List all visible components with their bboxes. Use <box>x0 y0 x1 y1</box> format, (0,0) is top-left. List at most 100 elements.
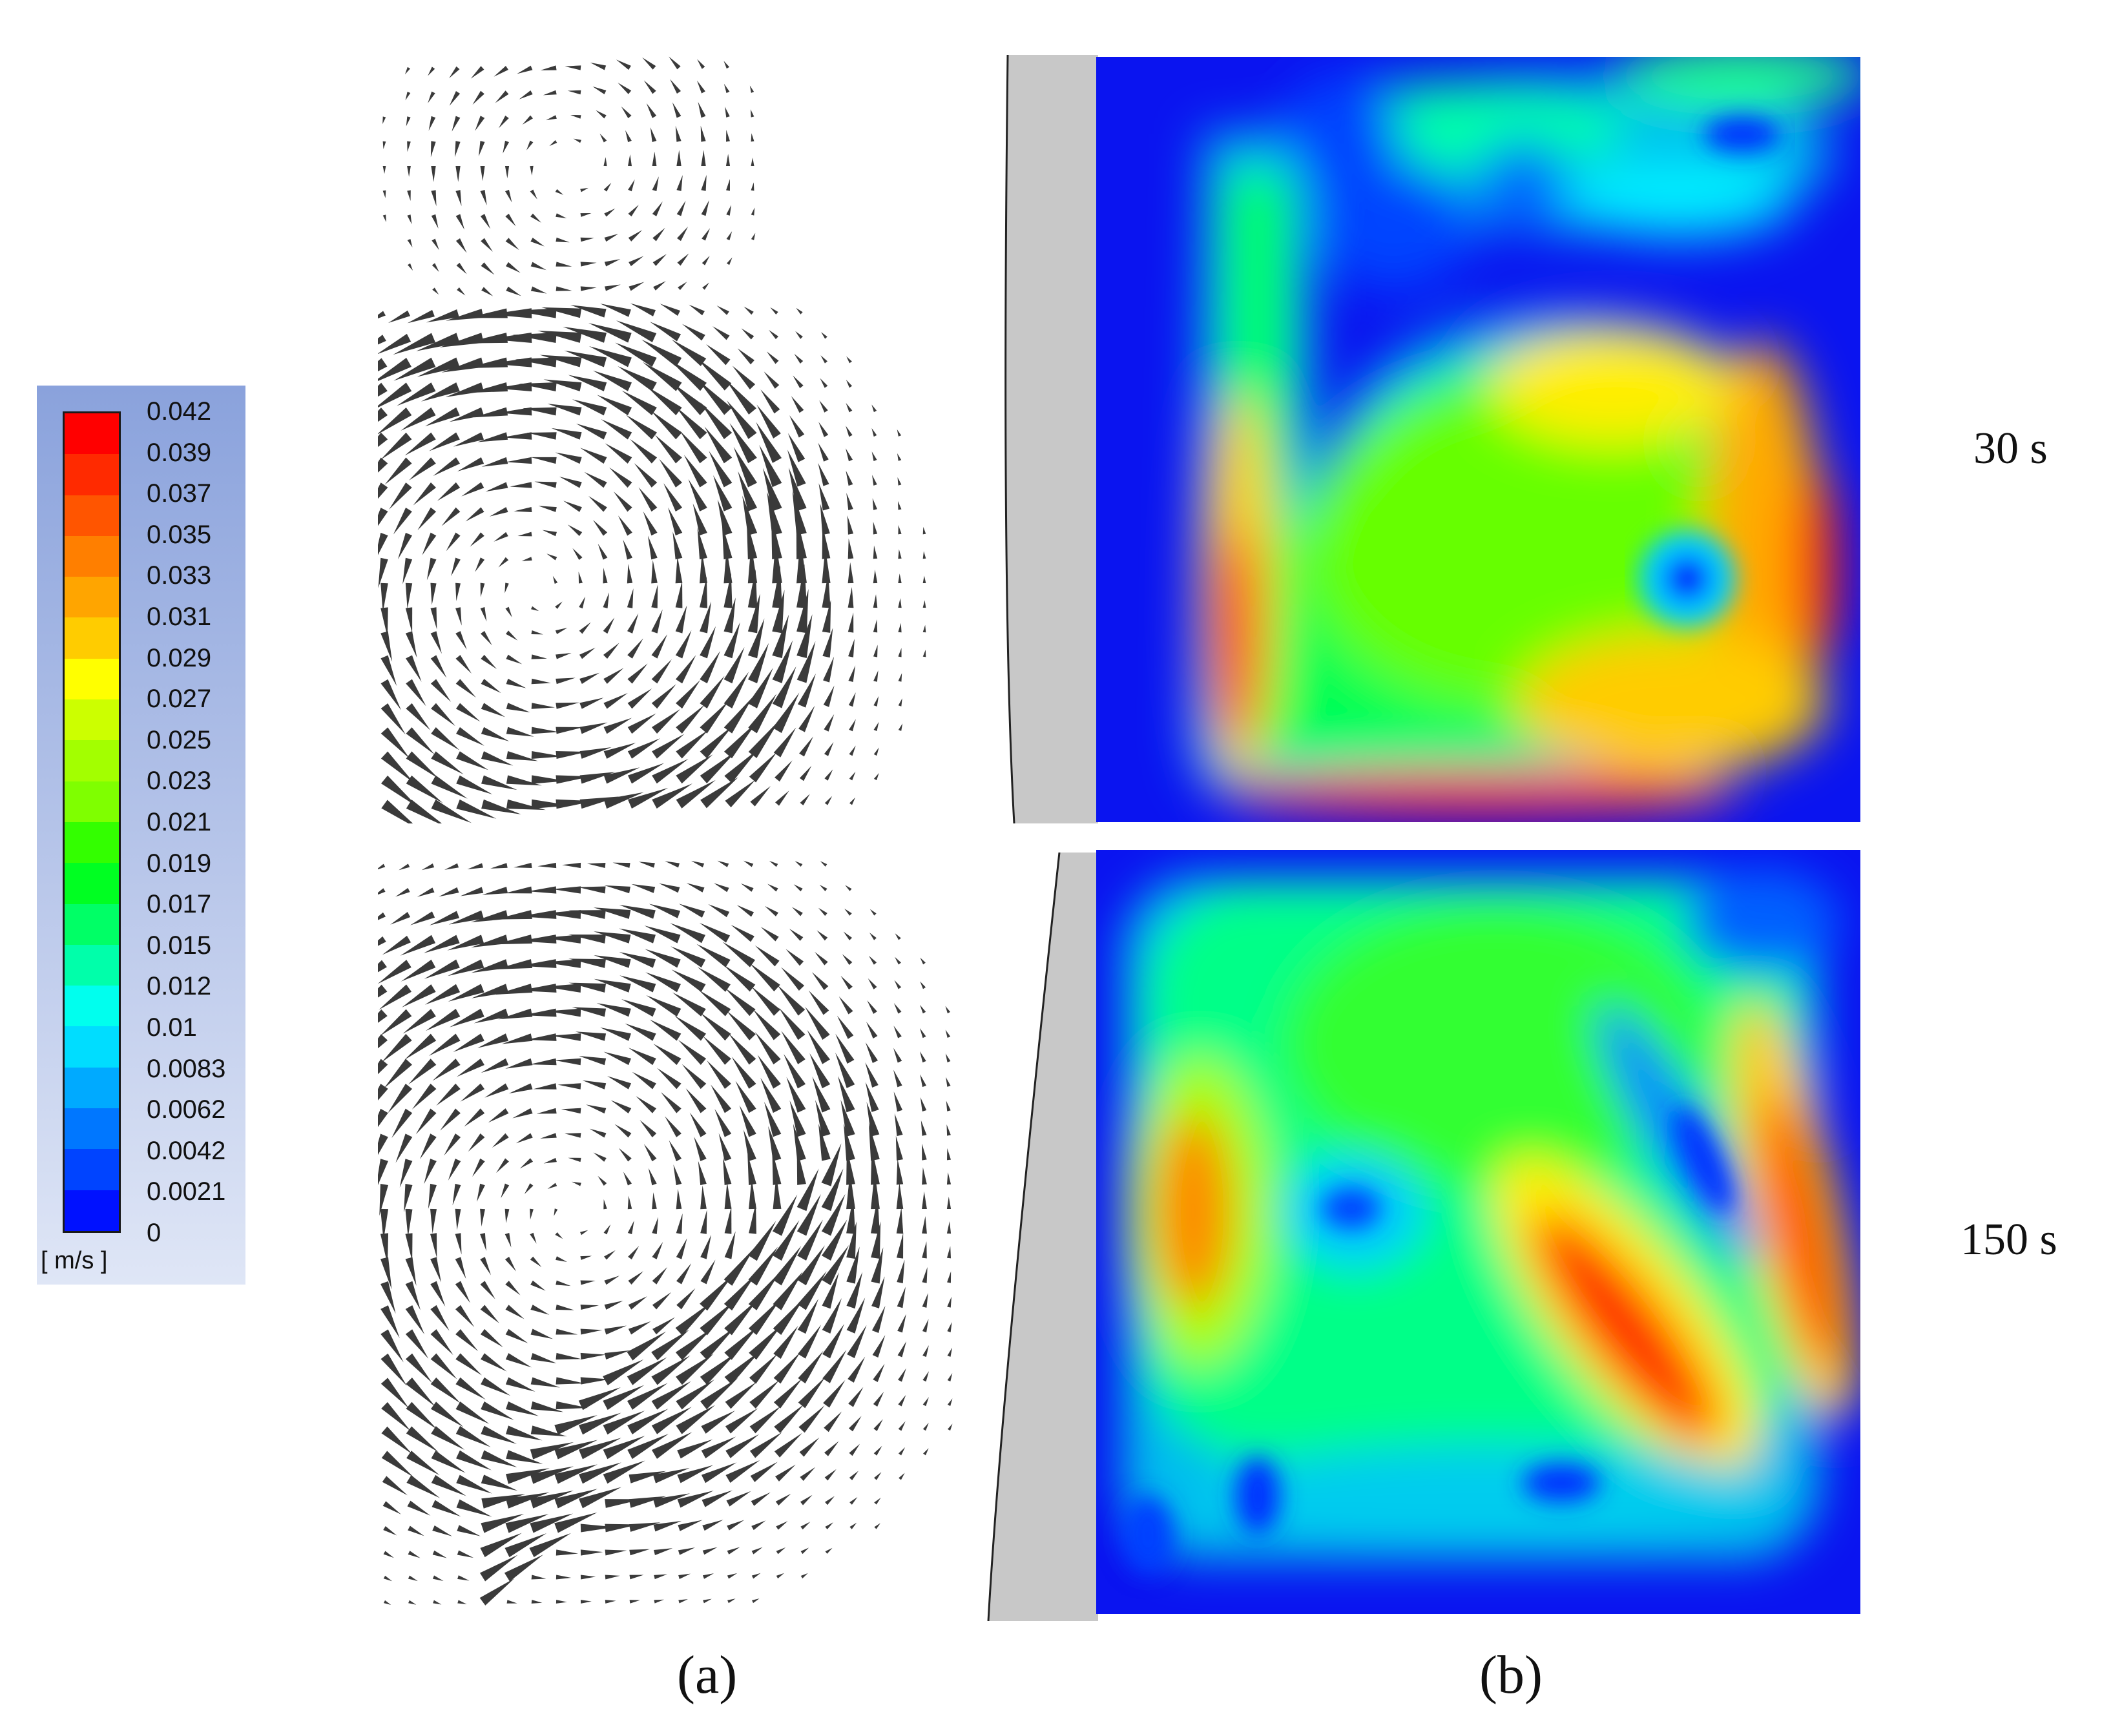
velocity-arrow <box>702 256 710 265</box>
legend-tick-label: 0.031 <box>147 603 212 631</box>
velocity-arrow <box>381 1451 414 1478</box>
velocity-arrow <box>407 1500 431 1516</box>
velocity-arrow <box>781 1031 806 1064</box>
velocity-arrow <box>651 1355 691 1385</box>
velocity-arrow <box>593 931 631 944</box>
velocity-arrow <box>919 1028 926 1038</box>
velocity-arrow <box>460 887 484 896</box>
velocity-arrow <box>675 1302 712 1336</box>
velocity-arrow <box>744 306 754 315</box>
velocity-arrow <box>380 1257 392 1290</box>
velocity-arrow <box>725 1460 760 1483</box>
velocity-arrow <box>700 777 738 809</box>
velocity-arrow <box>725 107 730 118</box>
velocity-arrow <box>432 1059 461 1081</box>
velocity-arrow <box>619 975 656 993</box>
velocity-arrow <box>818 422 829 437</box>
velocity-arrow <box>700 676 725 708</box>
velocity-arrow <box>893 1091 903 1112</box>
velocity-arrow <box>378 960 411 984</box>
velocity-arrow <box>873 545 878 559</box>
velocity-arrow <box>627 688 652 709</box>
velocity-arrow <box>922 1143 927 1161</box>
velocity-arrow <box>757 1055 781 1089</box>
velocity-arrow <box>502 432 532 440</box>
velocity-arrow <box>430 1401 464 1427</box>
velocity-arrow <box>638 487 658 512</box>
velocity-arrow <box>603 742 636 759</box>
velocity-arrow <box>439 887 459 897</box>
velocity-arrow <box>688 479 707 512</box>
velocity-arrow <box>380 1353 407 1386</box>
velocity-arrow <box>578 1462 621 1484</box>
velocity-arrow <box>799 1437 820 1457</box>
velocity-arrow <box>651 634 668 659</box>
velocity-arrow <box>751 1598 760 1604</box>
velocity-arrow <box>689 304 705 316</box>
velocity-arrow <box>547 404 582 416</box>
velocity-arrow <box>769 329 779 340</box>
velocity-arrow <box>455 679 476 698</box>
velocity-arrow <box>505 238 519 251</box>
velocity-arrow <box>651 659 672 684</box>
velocity-arrow <box>846 493 853 510</box>
velocity-arrow <box>613 491 632 512</box>
velocity-arrow <box>455 1401 490 1424</box>
velocity-arrow <box>751 232 756 240</box>
velocity-arrow <box>770 307 778 315</box>
velocity-arrow <box>822 525 831 559</box>
velocity-arrow <box>846 1272 863 1309</box>
velocity-arrow <box>603 692 628 709</box>
velocity-arrow <box>796 564 807 608</box>
velocity-arrow <box>506 751 538 761</box>
velocity-arrow <box>678 1599 688 1604</box>
velocity-arrow <box>481 630 492 646</box>
velocity-arrow <box>543 984 581 993</box>
velocity-arrow <box>505 1401 539 1416</box>
velocity-arrow <box>488 1108 509 1123</box>
velocity-arrow <box>380 1329 404 1363</box>
velocity-arrow <box>406 116 411 127</box>
velocity-arrow <box>652 1266 667 1285</box>
velocity-arrow <box>650 127 657 142</box>
velocity-arrow <box>475 557 485 572</box>
velocity-arrow <box>654 1548 673 1555</box>
velocity-arrow <box>698 379 732 415</box>
velocity-arrow <box>543 90 557 96</box>
velocity-arrow <box>580 213 592 217</box>
velocity-arrow <box>424 984 461 1005</box>
velocity-arrow <box>461 482 484 497</box>
velocity-arrow <box>578 1387 621 1410</box>
velocity-arrow <box>508 1083 533 1094</box>
velocity-arrow <box>748 1221 776 1261</box>
velocity-arrow <box>776 1547 786 1555</box>
velocity-arrow <box>772 640 793 683</box>
velocity-arrow <box>405 1353 433 1383</box>
velocity-arrow <box>431 165 436 182</box>
velocity-arrow <box>646 995 681 1017</box>
velocity-arrow <box>807 1029 830 1064</box>
velocity-arrow <box>481 703 506 718</box>
velocity-arrow <box>464 1108 485 1127</box>
velocity-arrow <box>480 1281 495 1299</box>
velocity-arrow <box>554 1208 558 1216</box>
velocity-arrow <box>618 1148 632 1162</box>
velocity-arrow <box>592 370 632 391</box>
velocity-arrow <box>733 446 757 488</box>
velocity-arrow <box>515 357 557 367</box>
velocity-arrow <box>808 990 829 1015</box>
velocity-arrow <box>455 214 465 230</box>
velocity-arrow <box>697 59 705 69</box>
velocity-arrow <box>530 1352 557 1363</box>
velocity-arrow <box>764 371 780 389</box>
velocity-arrow <box>380 631 393 662</box>
legend-swatch <box>65 495 119 536</box>
velocity-arrow <box>431 190 437 207</box>
velocity-arrow <box>431 1450 466 1473</box>
velocity-arrow <box>621 390 657 416</box>
velocity-arrow <box>380 775 419 807</box>
velocity-arrow <box>580 1280 596 1285</box>
velocity-arrow <box>381 1426 413 1454</box>
velocity-arrow <box>531 1600 543 1604</box>
velocity-arrow <box>844 908 852 916</box>
